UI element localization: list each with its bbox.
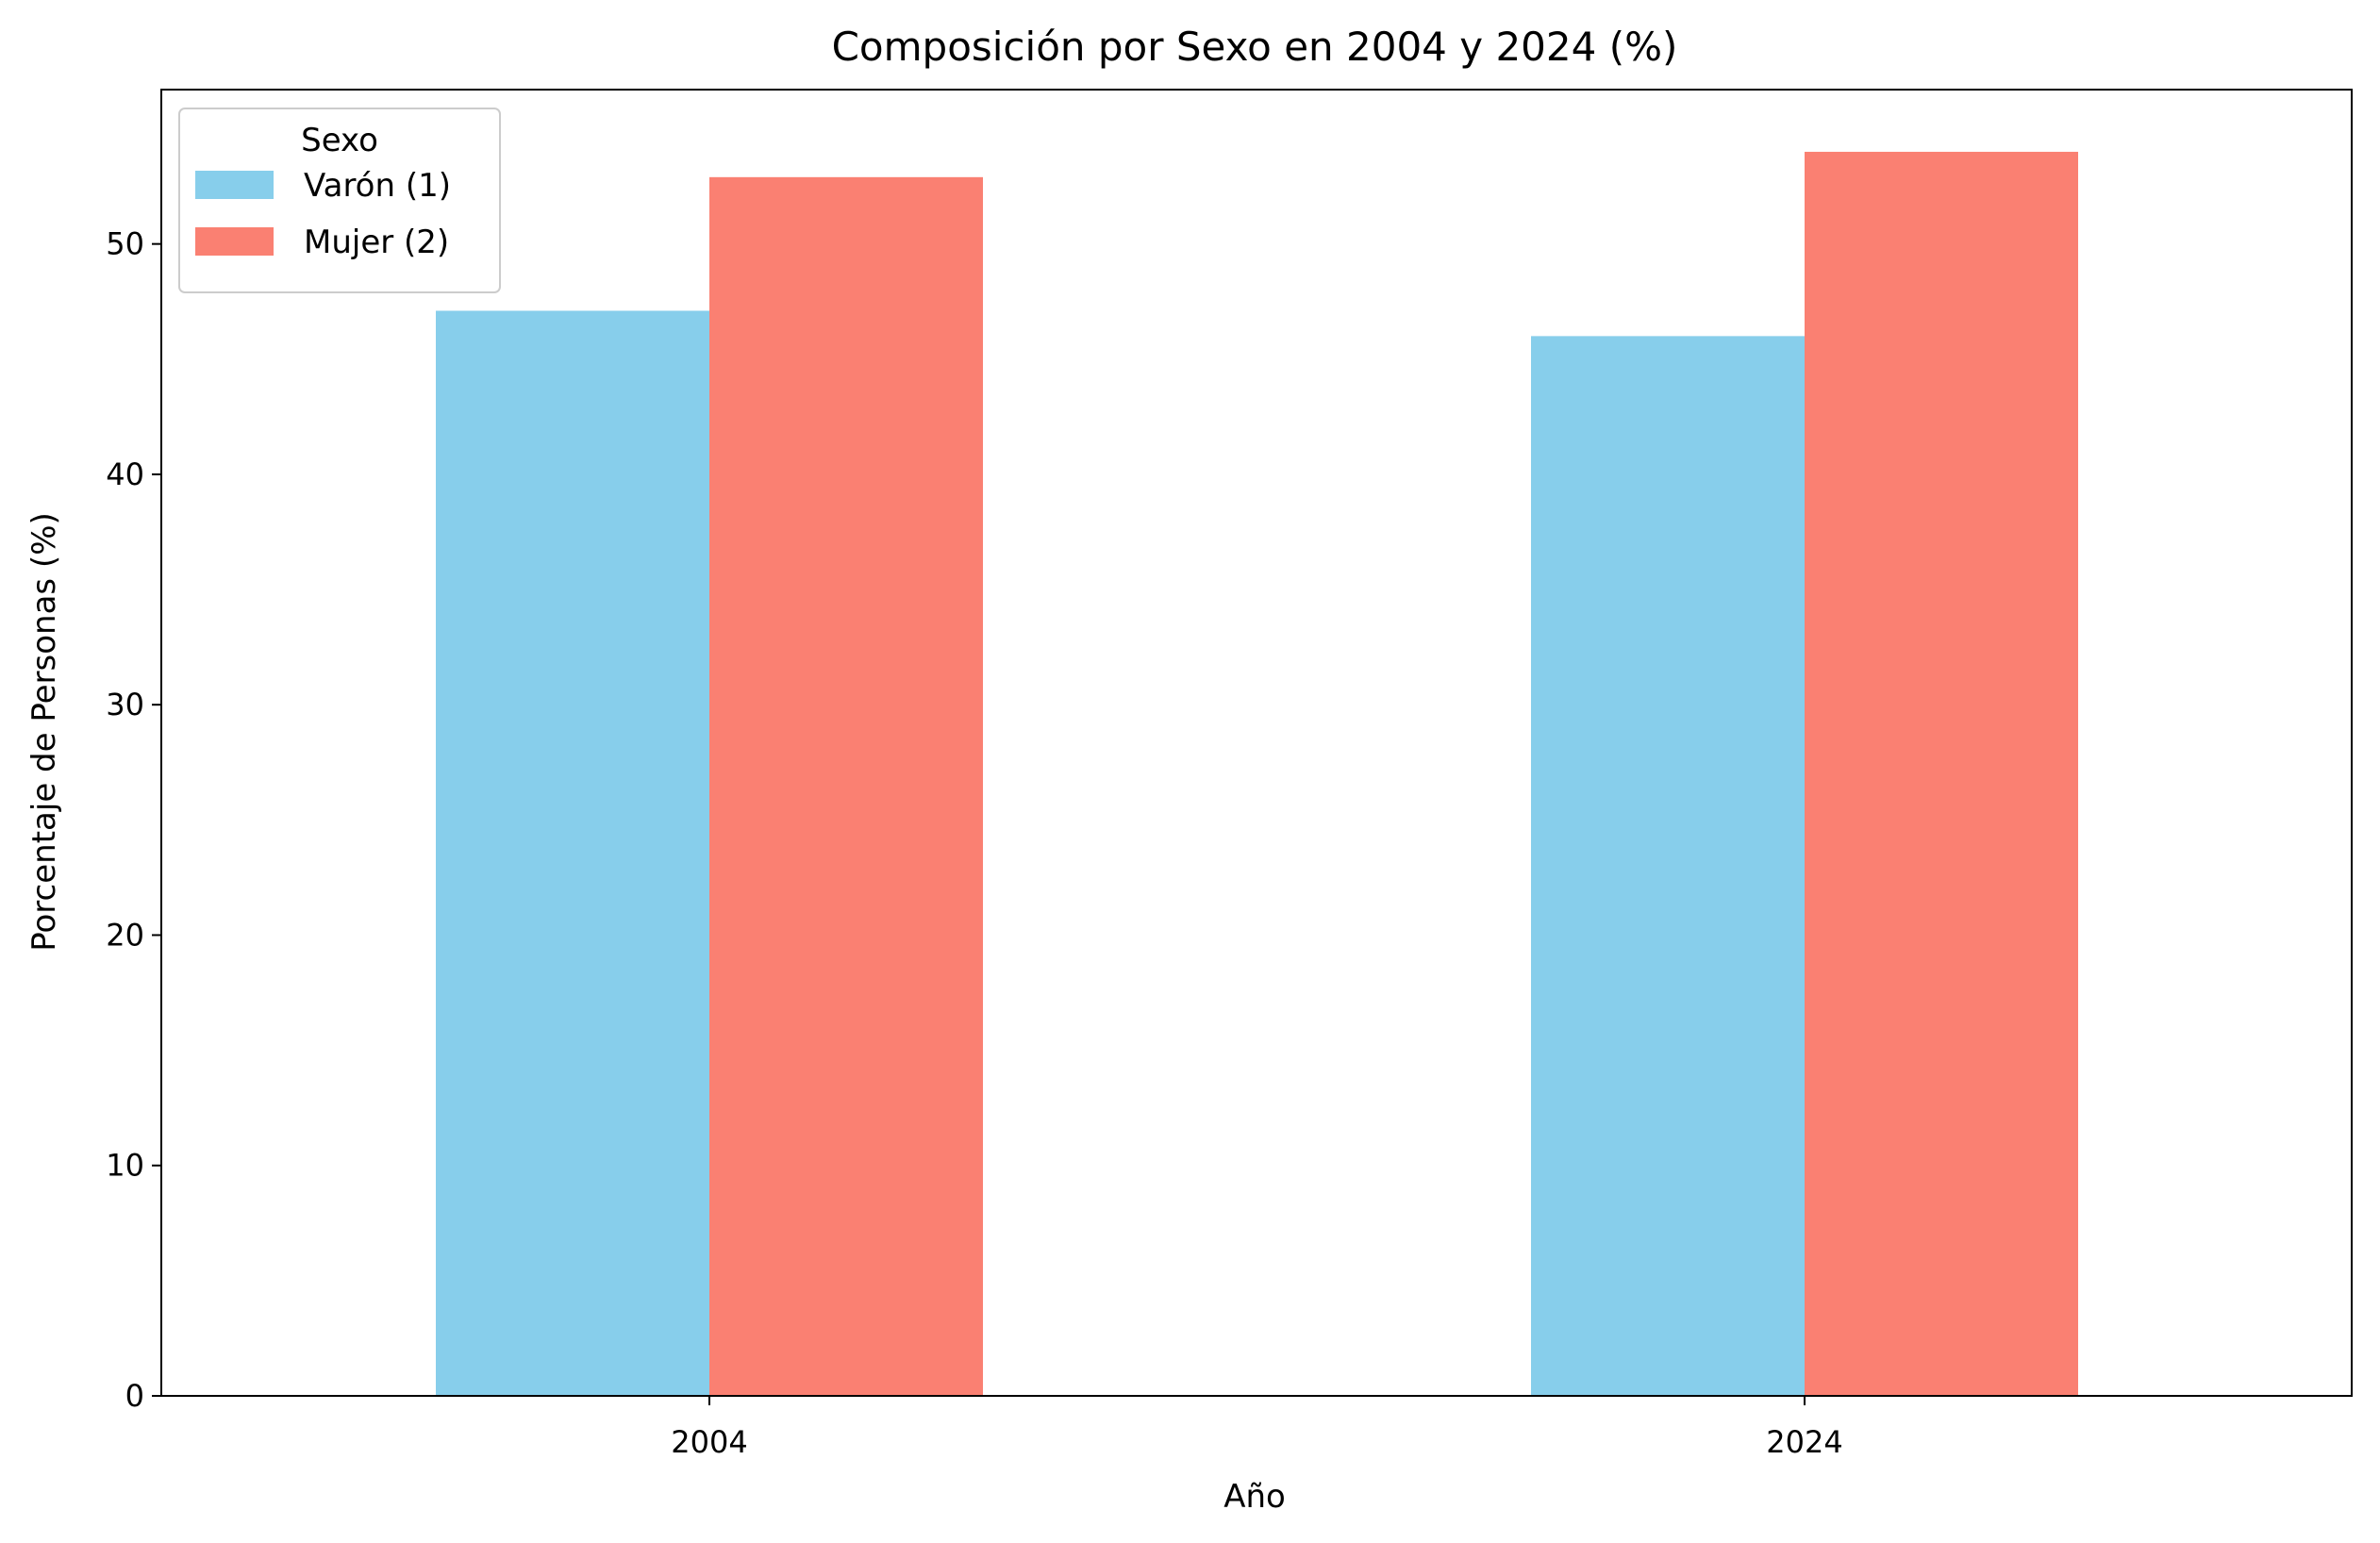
legend-label-mujer: Mujer (2) [304,224,449,261]
plot-frame [160,89,2353,1397]
y-axis-label: Porcentaje de Personas (%) [25,512,63,952]
bars-layer [436,151,2078,1397]
legend: Sexo Varón (1) Mujer (2) [178,108,501,293]
y-tick-label: 20 [106,917,144,953]
legend-swatch-mujer [195,227,274,256]
x-tick-label: 2004 [671,1424,747,1460]
y-tick-label: 50 [106,226,144,262]
bar-varon-2024 [1531,336,1805,1397]
y-tick-label: 0 [125,1378,144,1414]
legend-title: Sexo [301,122,378,159]
bar-varon-2004 [436,310,709,1397]
chart-title: Composición por Sexo en 2004 y 2024 (%) [832,24,1678,70]
axes-layer [160,89,2353,1397]
ticks-layer: 0 10 20 30 40 50 2004 2024 [106,226,1842,1460]
bar-mujer-2004 [709,176,983,1396]
x-tick-label: 2024 [1766,1424,1842,1460]
bar-mujer-2024 [1805,151,2078,1396]
x-axis-label: Año [1223,1478,1286,1516]
legend-label-varon: Varón (1) [304,167,451,205]
y-tick-label: 30 [106,687,144,722]
y-tick-label: 10 [106,1148,144,1184]
y-tick-label: 40 [106,456,144,492]
legend-swatch-varon [195,171,274,199]
